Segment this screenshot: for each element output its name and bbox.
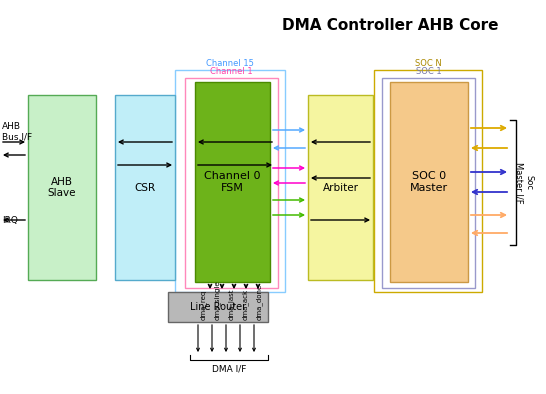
Text: IRQ: IRQ xyxy=(2,216,18,225)
Text: Line Router: Line Router xyxy=(190,302,246,312)
Bar xyxy=(195,82,270,282)
Bar xyxy=(115,95,175,280)
Bar xyxy=(390,82,468,282)
Bar xyxy=(382,78,475,288)
Text: SOC 0
Master: SOC 0 Master xyxy=(410,171,448,193)
Text: Channel 0
FSM: Channel 0 FSM xyxy=(204,171,261,193)
Text: dma_req: dma_req xyxy=(200,290,207,320)
Text: dma_last: dma_last xyxy=(228,288,235,320)
Text: dma_single: dma_single xyxy=(214,281,221,320)
Bar xyxy=(374,70,482,292)
Text: DMA I/F: DMA I/F xyxy=(212,364,246,373)
Text: Arbiter: Arbiter xyxy=(323,182,359,193)
Text: SOC 1: SOC 1 xyxy=(416,67,441,76)
Text: dma_ack: dma_ack xyxy=(242,289,249,320)
Text: AHB
Bus I/F: AHB Bus I/F xyxy=(2,122,32,142)
Bar xyxy=(28,95,96,280)
Text: SOC N: SOC N xyxy=(414,59,441,68)
Text: Channel 1: Channel 1 xyxy=(210,67,253,76)
Text: Soc
Master I/F: Soc Master I/F xyxy=(514,162,533,203)
Bar xyxy=(308,95,373,280)
Text: Channel 15: Channel 15 xyxy=(206,59,254,68)
Text: DMA Controller AHB Core: DMA Controller AHB Core xyxy=(282,18,498,33)
Bar xyxy=(168,292,268,322)
Bar xyxy=(185,78,278,288)
Text: CSR: CSR xyxy=(134,182,156,193)
Bar xyxy=(175,70,285,292)
Text: dma_done: dma_done xyxy=(256,284,263,320)
Text: AHB
Slave: AHB Slave xyxy=(48,177,76,198)
